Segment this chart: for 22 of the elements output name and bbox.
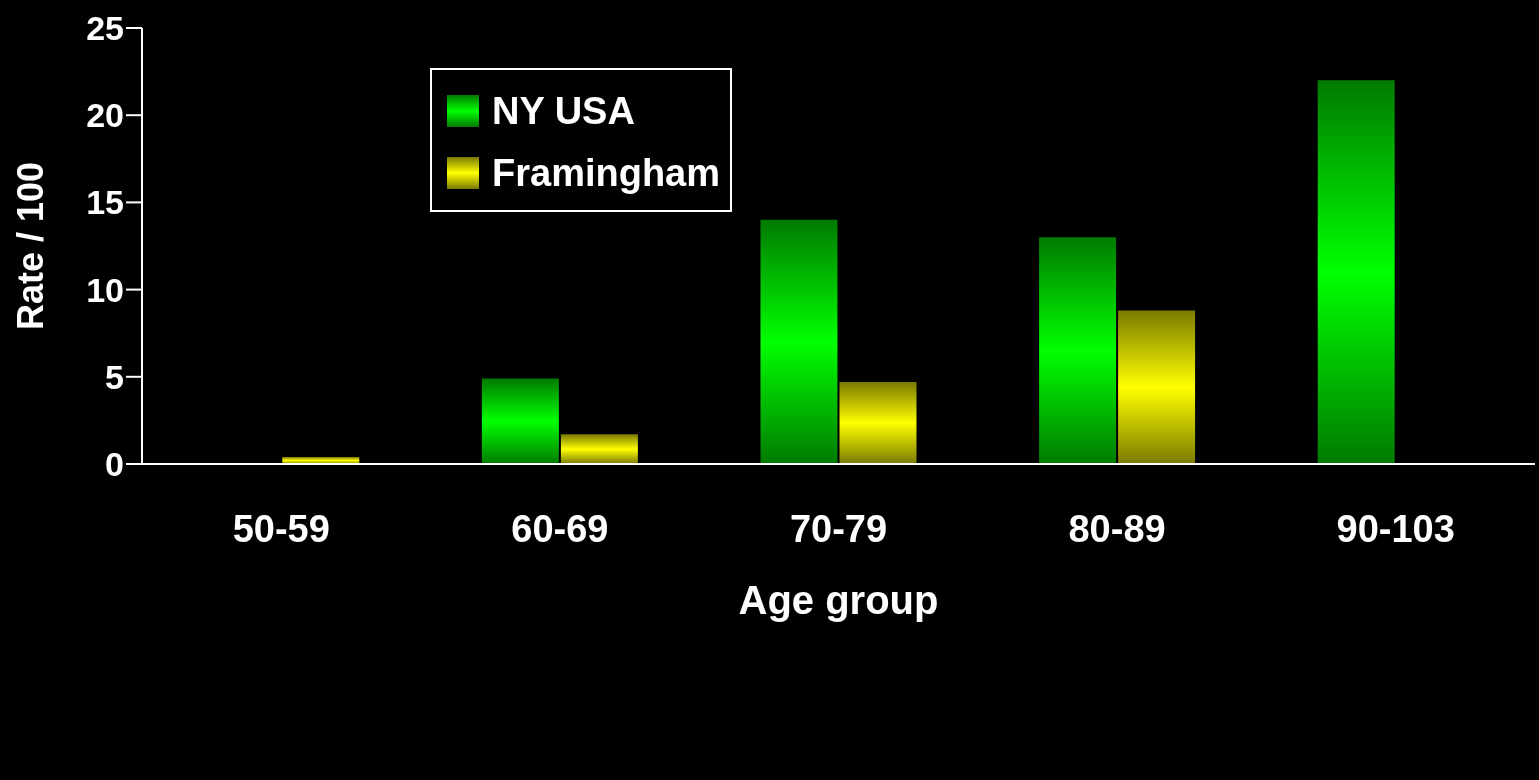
- x-tick-label: 60-69: [511, 507, 609, 550]
- x-axis-title: Age group: [738, 578, 939, 622]
- y-tick-label: 5: [105, 357, 124, 396]
- legend-label: Framingham: [492, 151, 721, 195]
- y-axis-title: Rate / 100: [9, 161, 51, 331]
- bar: [1039, 237, 1117, 464]
- bar: [760, 219, 838, 464]
- y-tick-label: 0: [105, 445, 124, 484]
- y-tick-label: 15: [86, 183, 124, 222]
- y-tick-label: 10: [86, 270, 124, 309]
- x-tick-label: 70-79: [789, 507, 888, 550]
- y-tick-label: 20: [86, 96, 124, 135]
- x-tick-label: 80-89: [1068, 507, 1166, 550]
- bar: [839, 382, 917, 464]
- legend-label: NY USA: [492, 89, 635, 133]
- x-tick-label: 90-103: [1336, 507, 1455, 550]
- bar: [1118, 310, 1196, 464]
- y-tick-label: 25: [86, 9, 124, 48]
- bar: [481, 378, 559, 464]
- bar: [560, 434, 638, 464]
- x-tick-label: 50-59: [232, 507, 330, 550]
- bar: [1317, 80, 1395, 464]
